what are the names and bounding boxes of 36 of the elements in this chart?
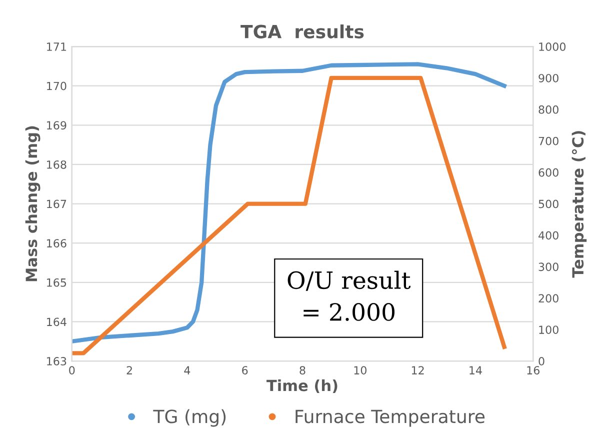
x-tick-label: 8 [300,366,306,375]
x-tick-label: 6 [242,366,248,375]
x-tick-label: 16 [527,366,540,375]
x-tick-label: 0 [69,366,75,375]
y2-tick-label: 500 [538,200,558,208]
y2-tick-label: 1000 [539,42,566,51]
y2-tick-label: 800 [538,105,558,114]
x-tick-label: 4 [184,366,190,374]
y-tick-label: 165 [47,278,66,287]
y-tick-label: 164 [47,318,66,326]
x-tick-label: 2 [126,366,132,374]
y2-tick-label: 900 [538,74,558,82]
x-axis-title: Time (h) [266,379,338,394]
y-tick-label: 170 [47,82,66,90]
chart-title: TGA results [240,24,364,38]
x-tick-label: 14 [470,366,482,374]
annotation: O/U result = 2.000 [288,270,411,321]
y2-tick-label: 700 [538,136,558,146]
legend-label: TG (mg) [153,409,226,427]
y-axis-title: Mass change (mg) [25,126,40,282]
x-tick-label: 12 [412,366,424,374]
y2-tick-label: 100 [539,326,558,334]
y2-tick-label: 0 [538,357,544,366]
y-tick-label: 167 [47,200,66,208]
y-tick-label: 169 [47,121,66,130]
x-tick-label: 10 [354,366,366,375]
y2-tick-label: 200 [538,294,558,303]
y2-tick-label: 300 [538,262,558,272]
legend-label: Furnace Temperature [296,410,485,427]
y-tick-label: 168 [47,160,66,169]
y2-tick-label: 600 [538,168,558,177]
y2-tick-label: 400 [538,231,558,240]
y-tick-label: 171 [47,42,66,51]
y-tick-label: 166 [47,239,66,248]
y2-axis-title: Temperature (°C) [572,131,587,278]
y-tick-label: 163 [47,357,66,366]
